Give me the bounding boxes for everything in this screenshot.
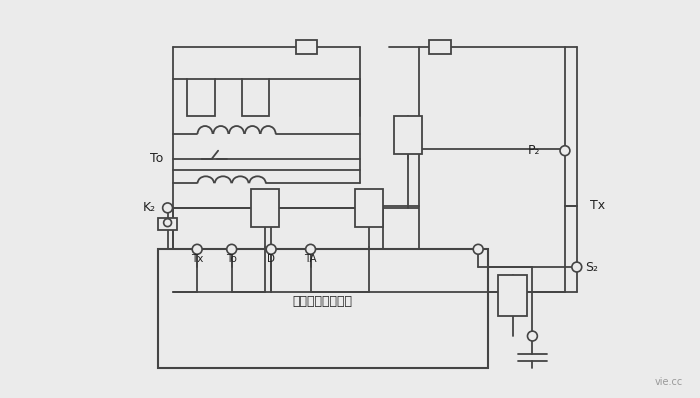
- Text: 电子互感器校验仪: 电子互感器校验仪: [293, 295, 352, 308]
- Text: vie.cc: vie.cc: [655, 377, 683, 387]
- Text: D: D: [267, 254, 275, 264]
- Bar: [394, 116, 422, 154]
- Circle shape: [572, 262, 582, 272]
- Circle shape: [528, 331, 538, 341]
- Bar: [251, 189, 279, 226]
- Text: P₂: P₂: [528, 144, 540, 157]
- Bar: [241, 79, 269, 116]
- Circle shape: [164, 219, 172, 226]
- Circle shape: [162, 203, 172, 213]
- Text: To: To: [150, 152, 163, 165]
- Text: Tx: Tx: [589, 199, 605, 213]
- Text: TA: TA: [304, 254, 317, 264]
- Text: Tx: Tx: [191, 254, 204, 264]
- Bar: [296, 40, 318, 54]
- Circle shape: [227, 244, 237, 254]
- Bar: [188, 79, 215, 116]
- Bar: [158, 249, 488, 368]
- Bar: [158, 218, 177, 230]
- Bar: [429, 40, 451, 54]
- Bar: [419, 149, 565, 267]
- Circle shape: [306, 244, 316, 254]
- Text: S₂: S₂: [584, 261, 598, 273]
- Bar: [355, 189, 382, 226]
- Text: To: To: [226, 254, 237, 264]
- Circle shape: [560, 146, 570, 156]
- Circle shape: [266, 244, 276, 254]
- Circle shape: [193, 244, 202, 254]
- Text: K₂: K₂: [143, 201, 156, 215]
- Bar: [498, 275, 528, 316]
- Circle shape: [473, 244, 483, 254]
